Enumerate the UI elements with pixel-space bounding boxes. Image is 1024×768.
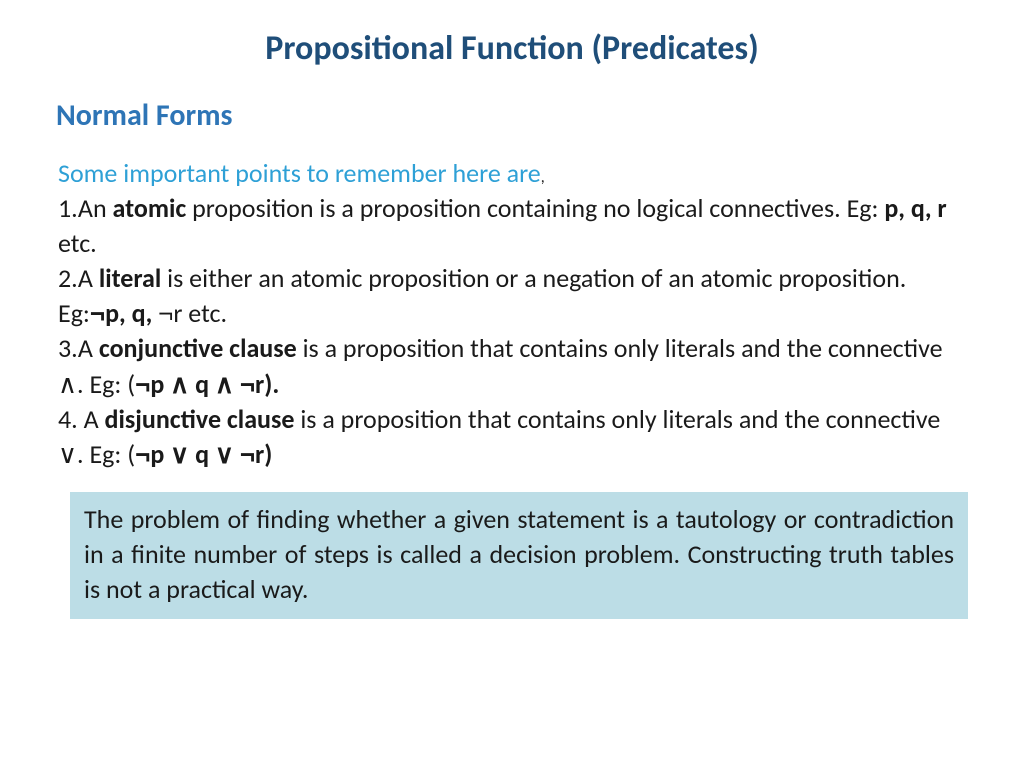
intro-text: Some important points to remember here a… <box>58 157 541 189</box>
point-4: 4. A disjunctive clause is a proposition… <box>58 402 966 472</box>
and-symbol: ∧ <box>58 369 77 399</box>
p3-p: p <box>150 368 170 400</box>
p4-r: r) <box>255 438 272 470</box>
p3-eg: . Eg: ( <box>77 368 135 400</box>
or-symbol: ∨ <box>170 439 189 469</box>
p4-eg: . Eg: ( <box>77 438 135 470</box>
not-symbol: ¬ <box>90 298 105 328</box>
p3-q: q <box>189 368 215 400</box>
p1-text: proposition is a proposition containing … <box>186 192 884 224</box>
p4-text: is a proposition that contains only lite… <box>294 403 940 435</box>
not-symbol: ¬ <box>135 439 150 469</box>
point-1: 1.An atomic proposition is a proposition… <box>58 191 966 261</box>
p2-prefix: 2.A <box>58 262 99 294</box>
p1-suffix: etc. <box>58 227 97 259</box>
point-2: 2.A literal is either an atomic proposit… <box>58 261 966 331</box>
not-symbol: ¬ <box>158 298 173 328</box>
p4-p: p <box>150 438 170 470</box>
not-symbol: ¬ <box>135 369 150 399</box>
p3-r: r). <box>255 368 279 400</box>
slide-title: Propositional Function (Predicates) <box>140 28 884 69</box>
intro-comma: , <box>541 168 545 187</box>
p1-term: atomic <box>112 192 186 224</box>
point-3: 3.A conjunctive clause is a proposition … <box>58 331 966 401</box>
slide-subtitle: Normal Forms <box>56 97 974 134</box>
p4-term: disjunctive clause <box>105 403 295 435</box>
p4-q: q <box>189 438 215 470</box>
p4-prefix: 4. A <box>58 403 105 435</box>
not-symbol: ¬ <box>240 369 255 399</box>
callout-box: The problem of finding whether a given s… <box>70 492 968 619</box>
p3-term: conjunctive clause <box>99 332 297 364</box>
p1-prefix: 1.An <box>58 192 112 224</box>
p3-prefix: 3.A <box>58 332 99 364</box>
and-symbol: ∧ <box>170 369 189 399</box>
body-area: Some important points to remember here a… <box>58 156 966 472</box>
p2-suffix: r etc. <box>173 297 227 329</box>
p3-text: is a proposition that contains only lite… <box>297 332 943 364</box>
slide: Propositional Function (Predicates) Norm… <box>0 0 1024 768</box>
p2-ex1: p, q, <box>105 297 158 329</box>
points-list: 1.An atomic proposition is a proposition… <box>58 191 966 472</box>
or-symbol: ∨ <box>215 439 234 469</box>
not-symbol: ¬ <box>240 439 255 469</box>
p1-example: p, q, r <box>884 192 946 224</box>
and-symbol: ∧ <box>215 369 234 399</box>
p2-term: literal <box>99 262 161 294</box>
or-symbol: ∨ <box>58 439 77 469</box>
